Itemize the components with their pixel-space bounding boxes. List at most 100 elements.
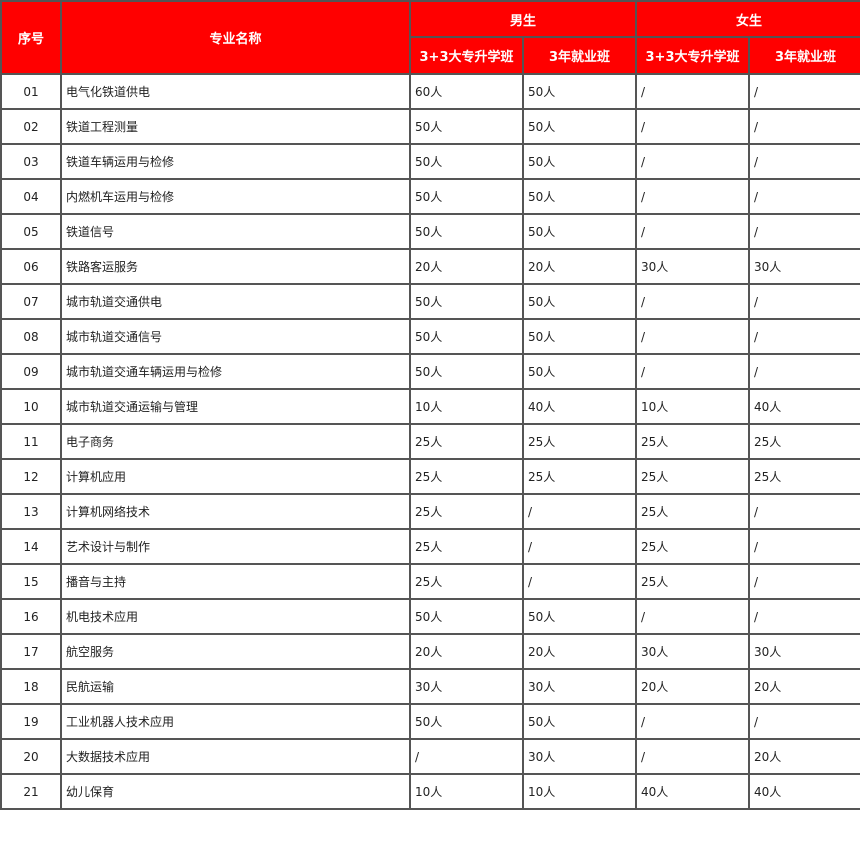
cell-male-employment: 50人 [521,178,638,215]
cell-male-employment: 20人 [521,633,638,670]
cell-male-employment: 50人 [521,108,638,145]
cell-female-employment: 25人 [748,458,860,495]
cell-male-upgrade: 25人 [409,528,524,565]
header-row-2: 3+3大专升学班 3年就业班 3+3大专升学班 3年就业班 [1,36,860,75]
cell-female-employment: / [748,318,860,355]
cell-female-employment: / [748,563,860,600]
cell-index: 06 [0,248,62,285]
table-row: 16 机电技术应用 50人 50人 / / [0,598,860,635]
cell-female-upgrade: 10人 [635,388,751,425]
cell-male-employment: 50人 [521,213,638,250]
cell-male-employment: 25人 [521,423,638,460]
table-row: 15 播音与主持 25人/25人 / [0,563,860,600]
cell-female-upgrade: 25人 [635,528,751,565]
cell-major: 铁道车辆运用与检修 [60,143,411,180]
cell-female-upgrade: / [635,73,751,110]
cell-female-employment: / [748,353,860,390]
cell-female-employment: / [748,73,860,110]
cell-female-employment: / [748,703,860,740]
cell-male-upgrade: 50人 [409,213,524,250]
cell-major: 计算机应用 [60,458,411,495]
cell-female-upgrade: / [635,108,751,145]
cell-index: 03 [0,143,62,180]
header-index: 序号 [0,0,62,75]
cell-female-employment: / [748,528,860,565]
cell-index: 04 [0,178,62,215]
cell-female-employment: 20人 [748,668,860,705]
header-row-1: 序号 专业名称 男生 女生 [0,0,860,75]
cell-male-upgrade: 50人 [409,703,524,740]
cell-male-employment: 50人 [521,353,638,390]
cell-index: 16 [0,598,62,635]
cell-female-upgrade: / [635,318,751,355]
cell-major: 铁路客运服务 [60,248,411,285]
cell-index: 12 [0,458,62,495]
table-row: 17 航空服务 20人 20人 30人 30人 [0,633,860,670]
cell-major: 播音与主持 [60,563,411,600]
cell-male-employment: 20人 [521,248,638,285]
cell-male-employment: 30人 [521,738,638,775]
cell-index: 17 [0,633,62,670]
cell-index: 10 [0,388,62,425]
header-major: 专业名称 [60,0,411,75]
cell-male-upgrade: 25人 [409,458,524,495]
table-row: 21 幼儿保育 10人 10人 40人 40人 [0,773,860,810]
cell-major: 幼儿保育 [60,773,411,810]
cell-male-employment: / [521,563,638,600]
cell-female-employment: 40人 [748,773,860,810]
cell-male-upgrade: 20人 [409,633,524,670]
cell-major: 铁道工程测量 [60,108,411,145]
cell-female-upgrade: / [635,738,751,775]
cell-index: 05 [0,213,62,250]
cell-male-upgrade: 50人 [409,598,524,635]
cell-male-upgrade: 25人 [409,563,524,600]
cell-female-upgrade: 40人 [635,773,751,810]
table-row: 06 铁路客运服务 20人 20人 30人 30人 [0,248,860,285]
cell-male-upgrade: 20人 [409,248,524,285]
cell-major: 机电技术应用 [60,598,411,635]
cell-female-upgrade: 25人 [635,493,751,530]
cell-male-employment: 30人 [521,668,638,705]
cell-female-employment: / [748,213,860,250]
cell-female-employment: / [748,143,860,180]
cell-male-employment: 50人 [521,703,638,740]
cell-female-upgrade: / [635,143,751,180]
cell-female-upgrade: / [635,353,751,390]
cell-male-upgrade: 50人 [409,283,524,320]
cell-index: 13 [0,493,62,530]
cell-female-upgrade: 30人 [635,248,751,285]
cell-male-employment: 25人 [521,458,638,495]
cell-male-upgrade: 50人 [409,143,524,180]
cell-major: 城市轨道交通车辆运用与检修 [60,353,411,390]
table-row: 19 工业机器人技术应用 50人 50人 / / [0,703,860,740]
table-row: 18 民航运输 30人 30人 20人 20人 [0,668,860,705]
cell-female-employment: / [748,178,860,215]
table-row: 07 城市轨道交通供电 50人 50人 / / [0,283,860,320]
table-row: 03 铁道车辆运用与检修 50人 50人 / / [0,143,860,180]
cell-female-upgrade: 25人 [635,423,751,460]
cell-male-employment: 50人 [521,598,638,635]
cell-male-upgrade: 30人 [409,668,524,705]
cell-female-employment: 40人 [748,388,860,425]
header-male-upgrade: 3+3大专升学班 [409,36,524,75]
cell-index: 09 [0,353,62,390]
cell-female-upgrade: / [635,283,751,320]
enrollment-table: 序号 专业名称 男生 女生 3+3大专升学班 3年就业班 3+3大专升学班 3年… [0,0,860,810]
cell-major: 计算机网络技术 [60,493,411,530]
cell-major: 电子商务 [60,423,411,460]
cell-female-upgrade: 25人 [635,458,751,495]
cell-male-employment: / [521,528,638,565]
cell-major: 内燃机车运用与检修 [60,178,411,215]
cell-female-employment: 30人 [748,248,860,285]
table-row: 13 计算机网络技术 25人/25人 / [0,493,860,530]
cell-male-employment: 50人 [521,318,638,355]
table-row: 20 大数据技术应用/30人/20人 [0,738,860,775]
cell-male-upgrade: 50人 [409,178,524,215]
cell-major: 艺术设计与制作 [60,528,411,565]
cell-major: 城市轨道交通信号 [60,318,411,355]
cell-male-employment: 40人 [521,388,638,425]
table-row: 12 计算机应用 25人 25人 25人 25人 [0,458,860,495]
cell-index: 02 [0,108,62,145]
cell-major: 电气化铁道供电 [60,73,411,110]
cell-index: 19 [0,703,62,740]
